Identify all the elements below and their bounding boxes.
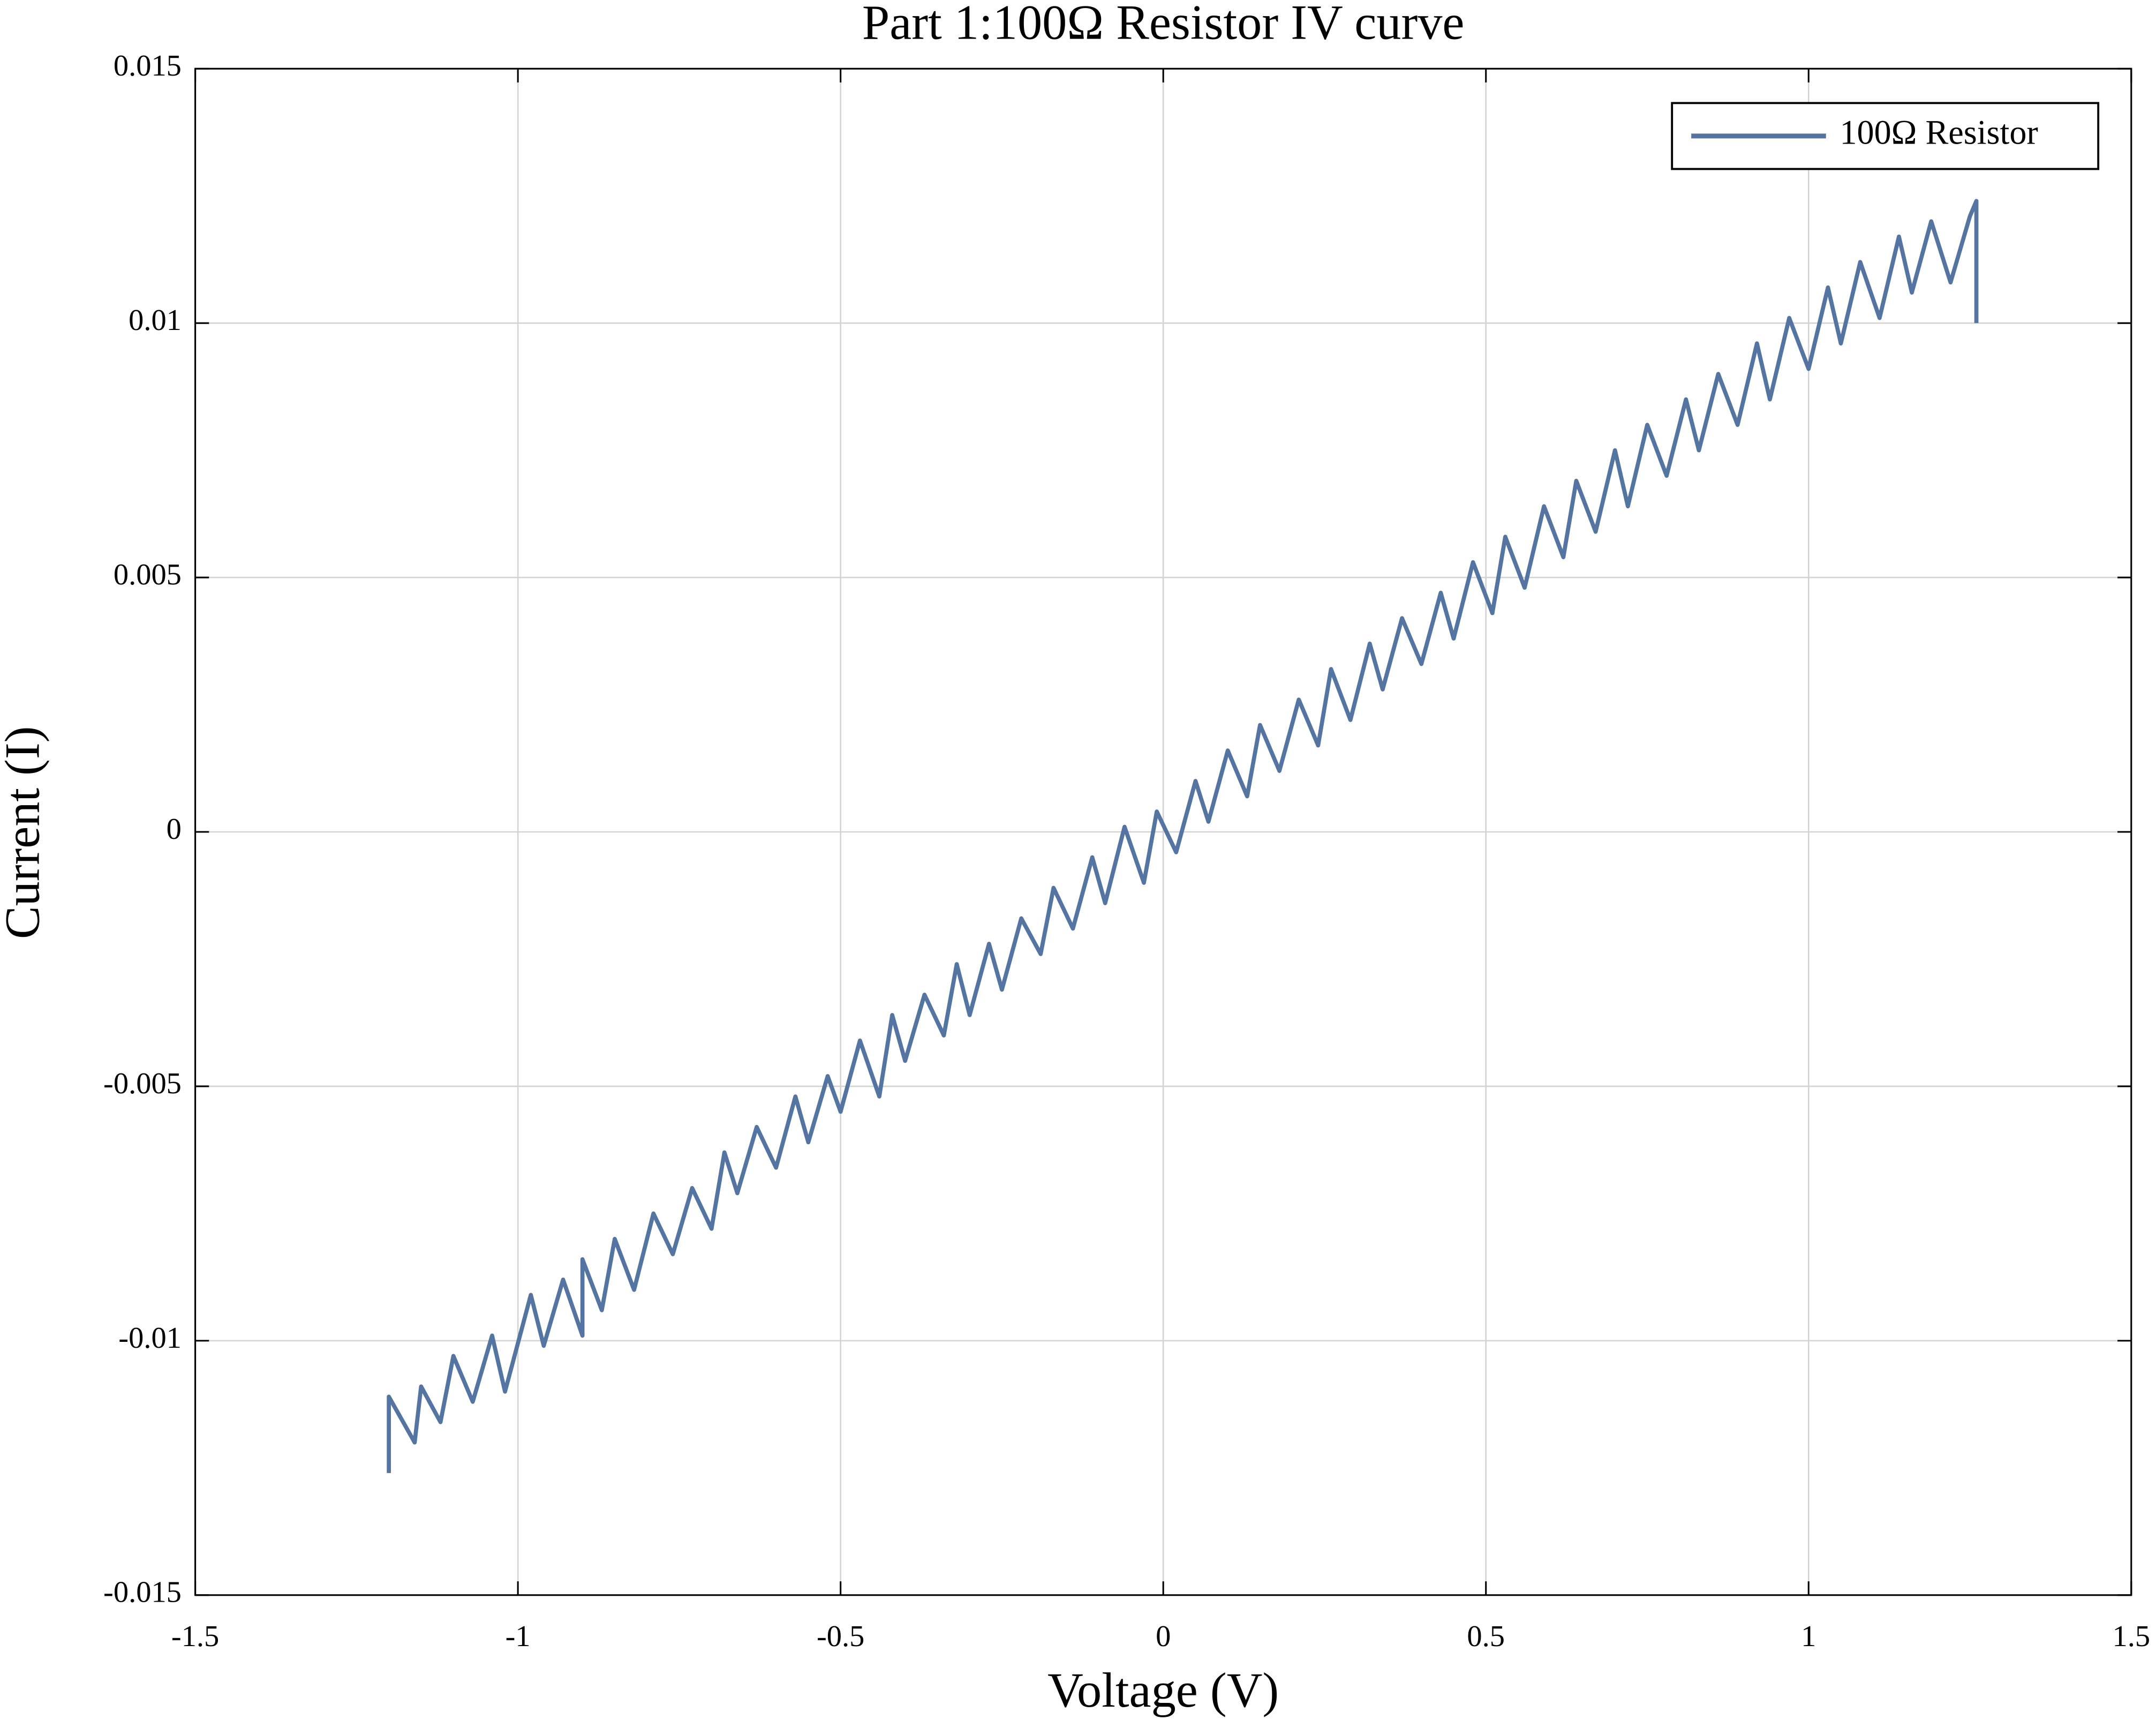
x-tick-label: 0.5 xyxy=(1467,1620,1505,1653)
chart-title: Part 1:100Ω Resistor IV curve xyxy=(862,0,1465,49)
x-tick-label: -0.5 xyxy=(817,1620,864,1653)
y-tick-label: 0.005 xyxy=(114,558,182,591)
y-tick-label: 0.01 xyxy=(129,304,182,337)
data-line xyxy=(387,199,1979,1473)
plot-frame xyxy=(194,67,2132,1596)
x-tick-label: -1.5 xyxy=(171,1620,219,1653)
legend-label: 100Ω Resistor xyxy=(1840,114,2038,152)
y-axis-label: Current (I) xyxy=(0,726,50,939)
y-tick-label: 0.015 xyxy=(114,49,182,82)
x-tick-label: -1 xyxy=(506,1620,531,1653)
x-tick-label: 1 xyxy=(1801,1620,1816,1653)
y-tick-label: -0.005 xyxy=(103,1067,182,1100)
y-tick-label: -0.015 xyxy=(103,1576,182,1609)
y-tick-label: 0 xyxy=(167,813,182,846)
x-tick-label: 1.5 xyxy=(2112,1620,2150,1653)
x-axis-label: Voltage (V) xyxy=(1047,1663,1279,1717)
x-tick-label: 0 xyxy=(1156,1620,1171,1653)
y-tick-label: -0.01 xyxy=(118,1321,182,1355)
